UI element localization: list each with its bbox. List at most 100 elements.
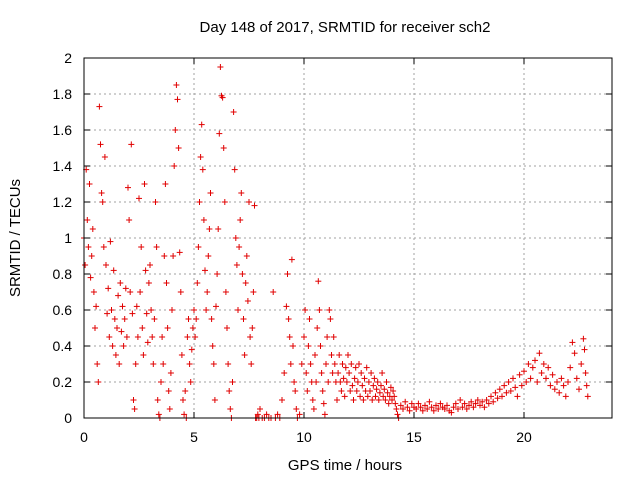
data-point [221,199,228,205]
data-point [139,325,146,331]
data-point [318,370,325,376]
data-point [205,253,212,259]
data-point [404,404,411,411]
data-point [176,249,183,256]
data-point [584,393,591,400]
data-point [177,289,184,295]
data-point [147,262,153,268]
data-point [118,328,125,335]
data-point [279,397,285,403]
data-point [379,370,386,376]
data-point [415,400,422,407]
data-point [353,388,360,394]
data-point [364,393,371,400]
data-point [452,400,459,407]
data-point [321,411,328,418]
data-point [576,386,582,393]
data-point [125,184,131,191]
data-point [104,310,111,317]
data-point [270,289,277,295]
data-point [92,325,98,331]
data-point [315,278,322,285]
data-point [244,298,251,304]
data-point [385,400,392,407]
data-point [210,361,217,367]
data-point [249,325,256,331]
y-tick-label: 0.8 [53,266,73,282]
y-tick-label: 0 [64,410,72,426]
data-point [554,379,560,385]
y-tick-label: 0.6 [53,302,73,318]
data-point [444,402,450,409]
data-point [89,226,96,232]
data-point [288,256,295,263]
data-point [581,346,588,353]
data-point [115,292,122,299]
data-point [230,109,237,115]
data-point [217,64,224,70]
data-point [193,316,200,322]
data-point [372,393,379,400]
data-point [496,386,503,393]
data-point [240,316,247,322]
data-point [560,382,567,389]
data-point [457,397,464,403]
data-point [203,307,210,313]
data-point [360,397,367,403]
data-point [117,280,124,286]
data-point [180,397,186,403]
x-tick-label: 5 [190,429,198,445]
data-point [93,303,100,310]
data-point [131,406,138,412]
data-point [195,244,202,250]
data-point [468,398,475,405]
data-point [316,307,323,313]
data-point [413,406,420,412]
data-point [154,397,161,403]
data-point [426,398,433,405]
data-point [419,407,426,414]
data-point [235,307,241,313]
data-point [430,407,437,414]
data-point [435,406,442,412]
data-point [477,402,483,409]
data-point [140,352,147,358]
data-point [389,397,395,403]
data-point [306,316,313,322]
data-point [166,406,173,412]
data-point [123,334,130,340]
data-point [281,370,288,376]
data-point [402,398,409,405]
data-point [373,386,380,393]
data-point [121,316,128,322]
data-point [380,393,387,400]
data-point [206,226,213,232]
data-point [307,361,314,367]
data-point [233,262,240,268]
data-point [112,352,119,358]
data-point [138,244,145,250]
y-tick-labels: 0 0.2 0.4 0.6 0.8 1 1.2 1.4 1.6 1.8 2 [53,50,73,426]
data-point [126,217,133,223]
data-point [94,361,101,367]
data-point [95,379,102,385]
data-point [85,244,92,250]
data-point [114,325,120,331]
data-point [207,190,214,196]
data-point [163,280,170,286]
data-point [291,379,298,385]
data-point [110,267,117,274]
data-point [214,271,221,277]
data-point [488,393,494,400]
grid-lines [84,58,612,418]
data-point [490,398,497,405]
data-point [536,350,543,357]
data-point [510,375,516,382]
data-point [422,402,428,409]
data-point [437,400,444,407]
data-point [370,382,377,389]
data-point [428,404,435,411]
data-point [122,285,129,292]
data-point [329,370,336,376]
